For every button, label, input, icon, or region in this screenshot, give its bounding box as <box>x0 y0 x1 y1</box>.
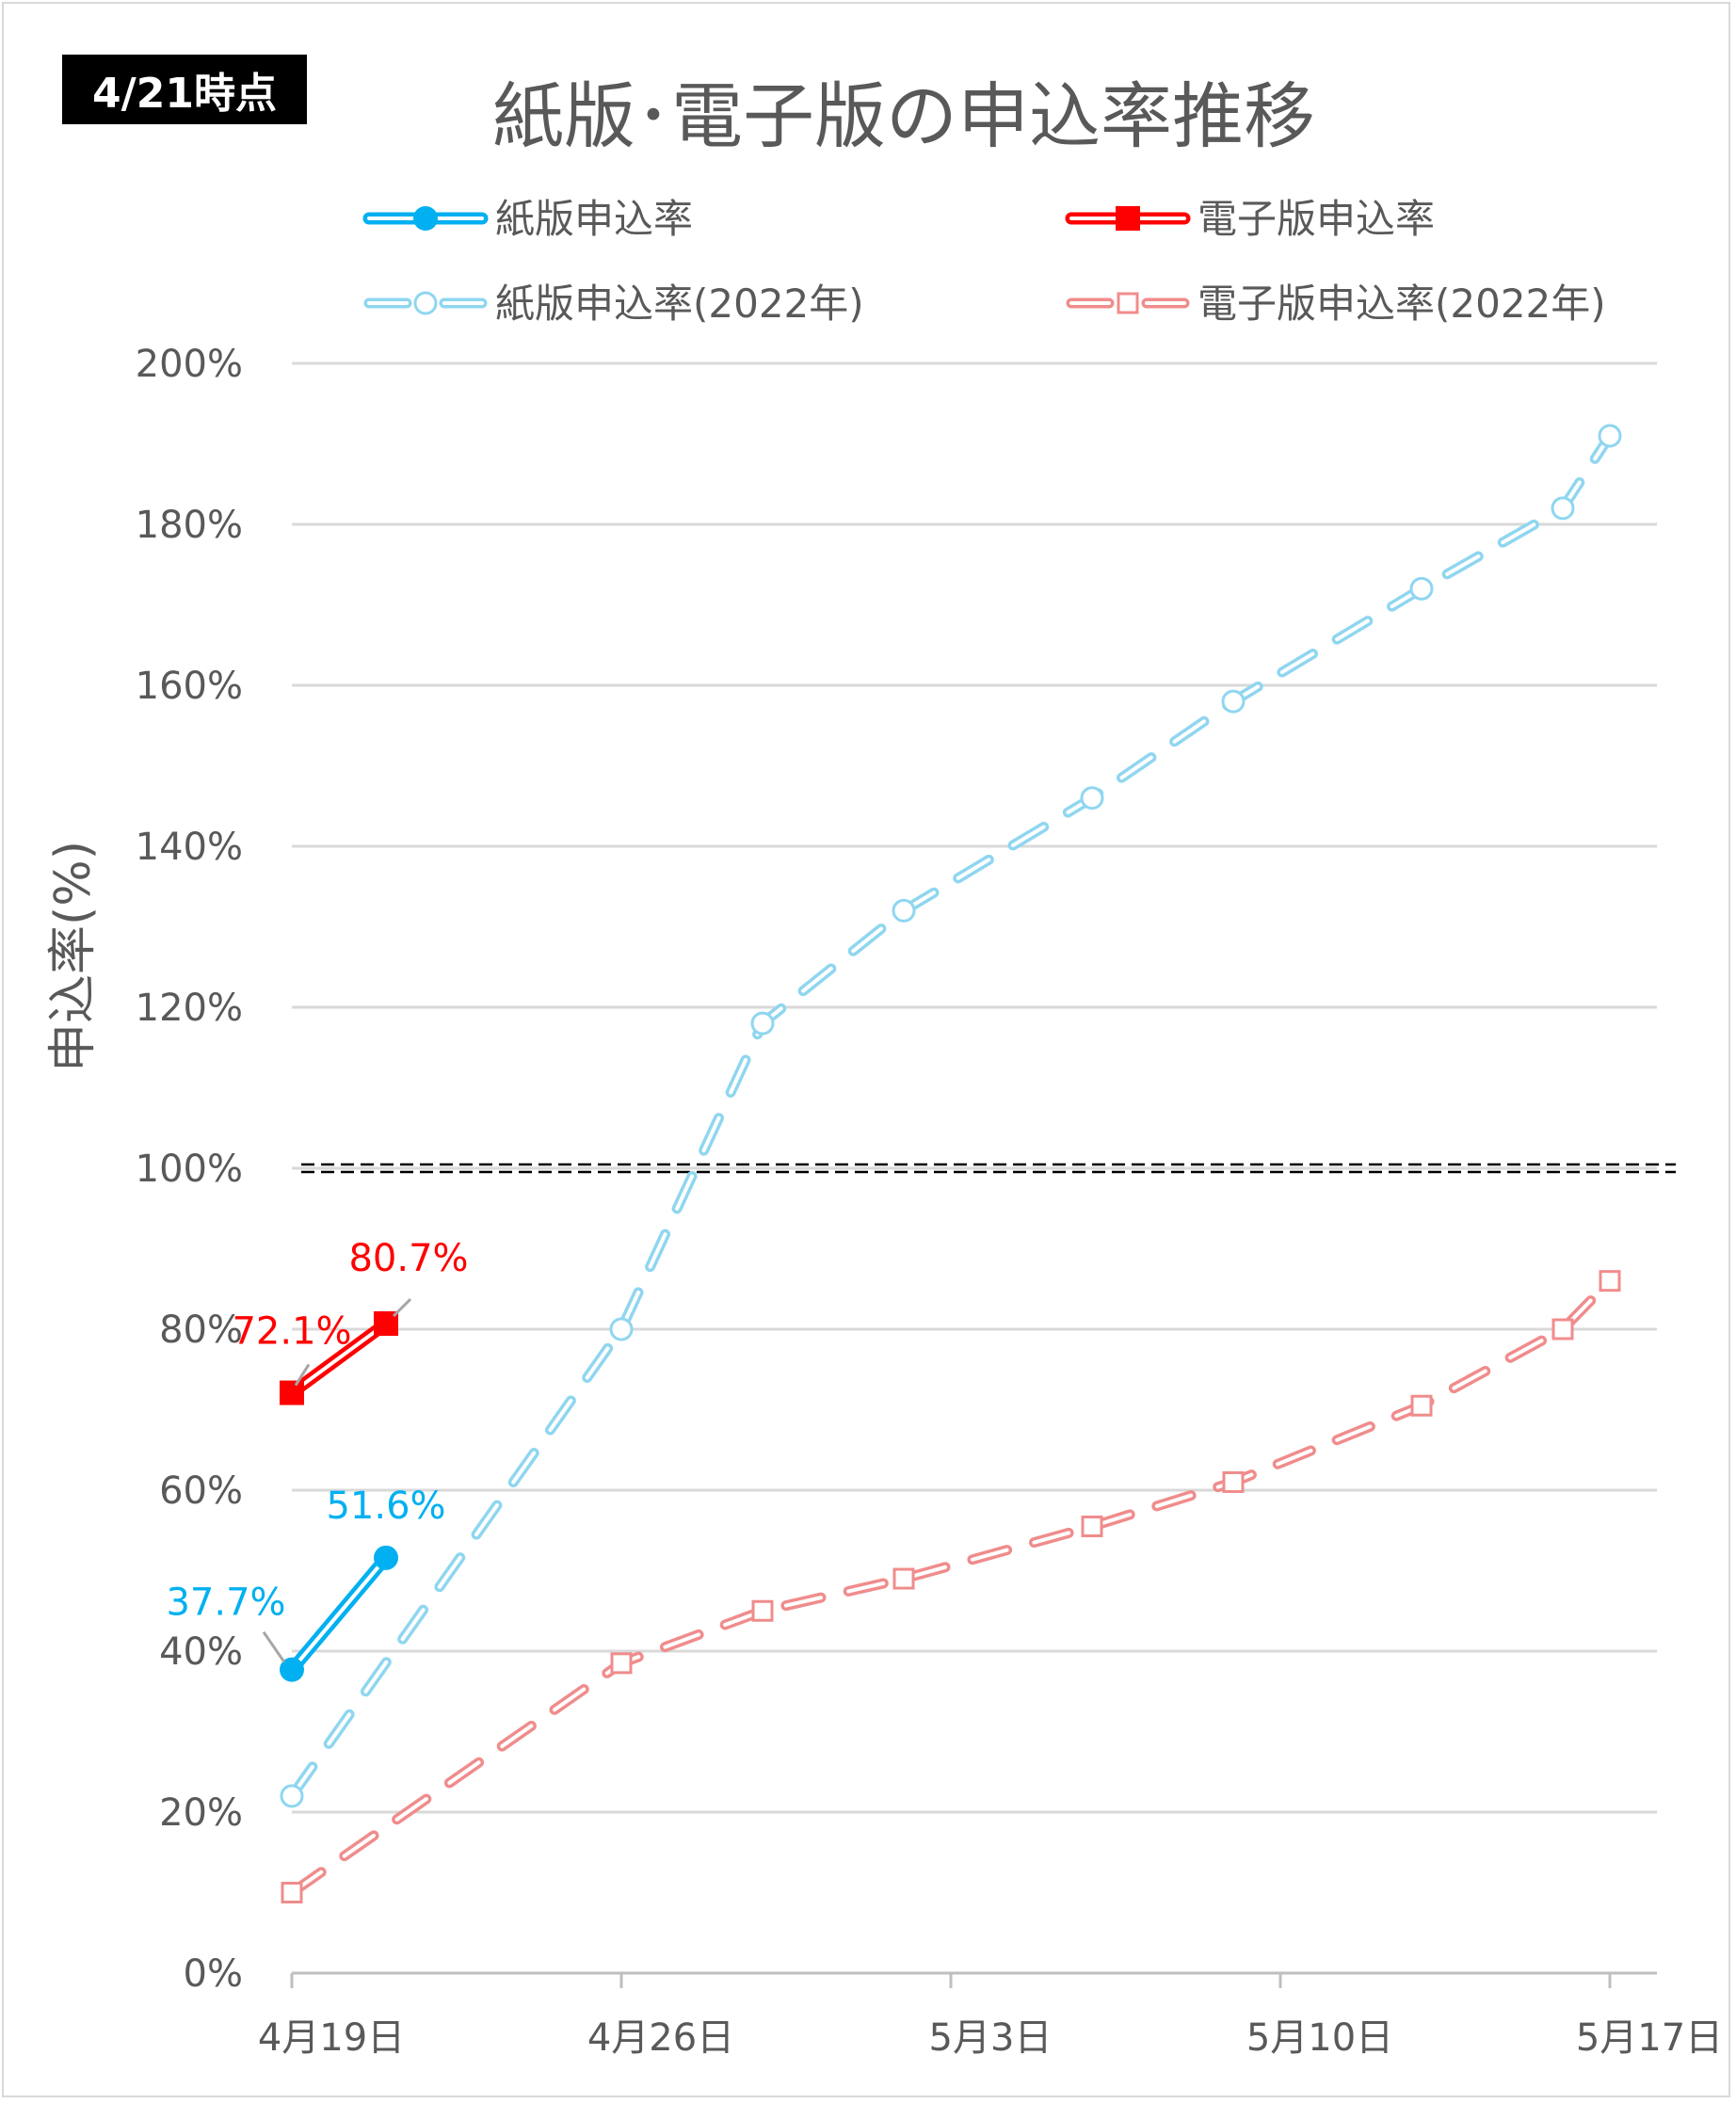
data-point <box>1222 1470 1245 1493</box>
y-tick-labels: 0% 20% 40% 60% 80% 100% 120% 140% 160% 180% 200% <box>136 343 243 1996</box>
y-tick-label: 80% <box>159 1308 243 1352</box>
data-label: 72.1% <box>232 1310 351 1354</box>
legend-marker <box>413 291 438 315</box>
x-tick-label: 4月19日 <box>258 2016 405 2060</box>
legend-label: 紙版申込率 <box>495 196 693 242</box>
x-tick-label: 4月26日 <box>587 2016 734 2060</box>
data-point <box>610 1652 633 1675</box>
series-line <box>286 430 1615 1802</box>
series-2 <box>280 424 1622 1808</box>
legend-label: 紙版申込率(2022年) <box>495 281 864 327</box>
leader-line <box>294 1363 311 1387</box>
x-tick-label: 5月3日 <box>929 2016 1053 2060</box>
leader-line <box>392 1297 412 1318</box>
series-line-inner <box>290 1555 388 1672</box>
y-axis-title: 申込率(%) <box>45 841 102 1072</box>
y-tick-label: 140% <box>136 826 243 869</box>
series-lines <box>280 424 1622 1903</box>
data-point <box>1409 576 1434 601</box>
data-point <box>1598 424 1622 448</box>
legend-item: 電子版申込率(2022年) <box>1066 281 1606 327</box>
data-point <box>374 1545 398 1570</box>
data-point <box>280 1657 304 1682</box>
legend-item: 紙版申込率(2022年) <box>363 281 864 327</box>
y-tick-label: 160% <box>136 665 243 708</box>
data-point <box>1080 786 1104 811</box>
data-label: 80.7% <box>348 1237 468 1280</box>
y-tick-label: 40% <box>159 1630 243 1674</box>
data-label: 37.7% <box>166 1581 285 1625</box>
series-line-inner <box>290 1278 1612 1895</box>
data-point <box>892 898 916 923</box>
data-point <box>1081 1515 1103 1537</box>
y-tick-label: 20% <box>159 1791 243 1835</box>
x-tick-label: 5月10日 <box>1246 2016 1393 2060</box>
y-tick-label: 100% <box>136 1148 243 1191</box>
data-point <box>281 1882 303 1903</box>
data-label: 51.6% <box>326 1485 445 1528</box>
data-point <box>1410 1394 1433 1417</box>
data-point <box>1551 1318 1574 1340</box>
x-tick-label: 5月17日 <box>1576 2016 1723 2060</box>
legend-marker <box>413 206 438 231</box>
y-tick-label: 0% <box>184 1952 243 1996</box>
leader-line <box>262 1630 286 1663</box>
y-tick-label: 180% <box>136 504 243 547</box>
legend-marker <box>1116 206 1140 231</box>
data-point <box>609 1317 634 1341</box>
x-tick-labels: 4月19日 4月26日 5月3日 5月10日 5月17日 <box>258 1973 1723 2060</box>
series-1 <box>280 1311 398 1405</box>
series-0 <box>280 1545 398 1682</box>
legend-marker <box>1117 292 1139 314</box>
data-point <box>751 1599 774 1622</box>
series-line-inner <box>290 1322 388 1395</box>
reference-line-100 <box>301 1163 1676 1174</box>
chart-title: 紙版･電子版の申込率推移 <box>492 74 1315 158</box>
legend-item: 電子版申込率 <box>1065 196 1435 242</box>
date-badge: 4/21時点 <box>62 55 307 124</box>
data-point <box>892 1567 915 1590</box>
y-tick-label: 120% <box>136 987 243 1030</box>
legend-label: 電子版申込率(2022年) <box>1198 281 1606 327</box>
data-point <box>1221 689 1246 714</box>
data-point <box>1551 496 1575 521</box>
series-3 <box>281 1270 1621 1903</box>
y-tick-label: 60% <box>159 1469 243 1513</box>
gridlines <box>292 361 1657 1975</box>
data-point <box>1599 1270 1621 1292</box>
legend-item: 紙版申込率 <box>362 196 693 242</box>
series-line <box>286 1276 1615 1898</box>
series-line-inner <box>290 434 1612 1798</box>
data-point <box>750 1011 775 1035</box>
data-point <box>280 1784 304 1808</box>
data-point <box>280 1380 304 1405</box>
y-tick-label: 200% <box>136 343 243 386</box>
legend-label: 電子版申込率 <box>1198 196 1435 242</box>
data-labels: 37.7% 51.6% 72.1% 80.7% <box>166 1237 469 1663</box>
